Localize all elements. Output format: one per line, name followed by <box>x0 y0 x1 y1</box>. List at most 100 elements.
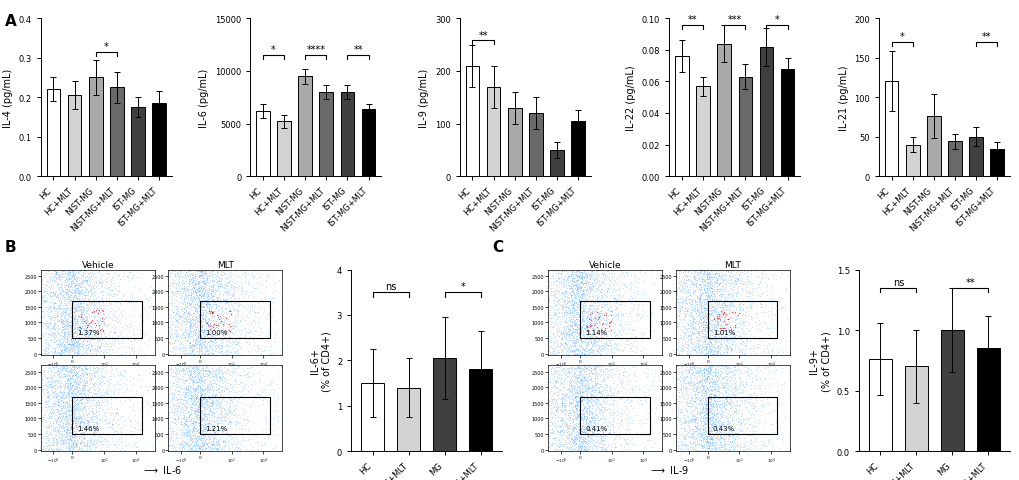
Point <box>210 430 226 437</box>
Point <box>582 397 598 405</box>
Point <box>76 291 93 299</box>
Point <box>633 379 649 387</box>
Point <box>71 330 88 337</box>
Point <box>598 365 614 373</box>
Point <box>521 332 537 339</box>
Point <box>557 333 574 341</box>
Point <box>194 277 210 285</box>
Point <box>61 407 77 414</box>
Point <box>546 422 562 430</box>
Point <box>692 371 708 379</box>
Point <box>683 318 699 326</box>
Point <box>61 435 77 443</box>
Point <box>67 367 84 374</box>
Point <box>703 296 719 304</box>
Point <box>59 425 75 432</box>
Point <box>703 406 719 414</box>
Point <box>184 434 201 442</box>
Point <box>102 340 118 348</box>
Point <box>192 398 208 406</box>
Point <box>220 297 236 305</box>
Point <box>59 439 75 446</box>
Point <box>605 306 622 314</box>
Point <box>716 319 733 326</box>
Point <box>720 294 737 302</box>
Point <box>61 412 77 420</box>
Point <box>689 426 705 434</box>
Point <box>544 339 560 347</box>
Point <box>191 285 207 293</box>
Point <box>69 425 86 432</box>
Point <box>221 371 237 379</box>
Point <box>202 415 218 423</box>
Point <box>650 395 666 402</box>
Point <box>552 339 569 347</box>
Point <box>596 271 612 279</box>
Point <box>43 316 59 324</box>
Point <box>75 374 92 382</box>
Point <box>43 282 59 289</box>
Point <box>485 447 501 455</box>
Point <box>82 386 98 394</box>
Point <box>168 342 184 350</box>
Point <box>49 348 65 356</box>
Point <box>694 318 710 326</box>
Point <box>243 372 259 380</box>
Point <box>589 356 605 363</box>
Point <box>70 372 87 380</box>
Point <box>582 336 598 343</box>
Point <box>558 407 575 415</box>
Point <box>160 450 176 458</box>
Point <box>573 297 589 304</box>
Point <box>518 394 534 402</box>
Point <box>215 404 231 412</box>
Point <box>732 396 748 404</box>
Point <box>125 402 142 410</box>
Point <box>702 386 718 394</box>
Point <box>249 309 265 316</box>
Point <box>709 347 726 355</box>
Point <box>49 367 65 374</box>
Point <box>183 429 200 436</box>
Point <box>695 352 711 360</box>
Point <box>45 364 61 372</box>
Point <box>88 415 104 422</box>
Point <box>567 374 583 382</box>
Point <box>66 372 83 379</box>
Point <box>501 362 518 370</box>
Point <box>590 350 606 358</box>
Point <box>637 269 653 277</box>
Point <box>712 332 729 340</box>
Point <box>557 335 574 343</box>
Point <box>574 348 590 356</box>
Point <box>60 444 76 452</box>
Point <box>707 344 723 352</box>
Point <box>660 364 677 372</box>
Point <box>693 316 709 324</box>
Point <box>569 373 585 381</box>
Point <box>569 401 585 409</box>
Point <box>666 275 683 282</box>
Point <box>585 329 601 336</box>
Point <box>705 274 721 282</box>
Point <box>40 306 56 313</box>
Point <box>682 270 698 278</box>
Point <box>557 288 574 296</box>
Point <box>737 283 753 291</box>
Point <box>251 345 267 353</box>
Point <box>667 417 684 424</box>
Point <box>660 312 677 320</box>
Point <box>239 280 256 288</box>
Point <box>697 276 713 284</box>
Point <box>56 423 72 431</box>
Point <box>194 432 210 440</box>
Point <box>71 324 88 332</box>
Point <box>186 427 203 435</box>
Point <box>605 311 622 319</box>
Point <box>574 449 590 456</box>
Point <box>10 450 26 458</box>
Point <box>716 300 733 308</box>
Point <box>221 380 237 388</box>
Point <box>60 288 76 296</box>
Point <box>667 439 684 447</box>
